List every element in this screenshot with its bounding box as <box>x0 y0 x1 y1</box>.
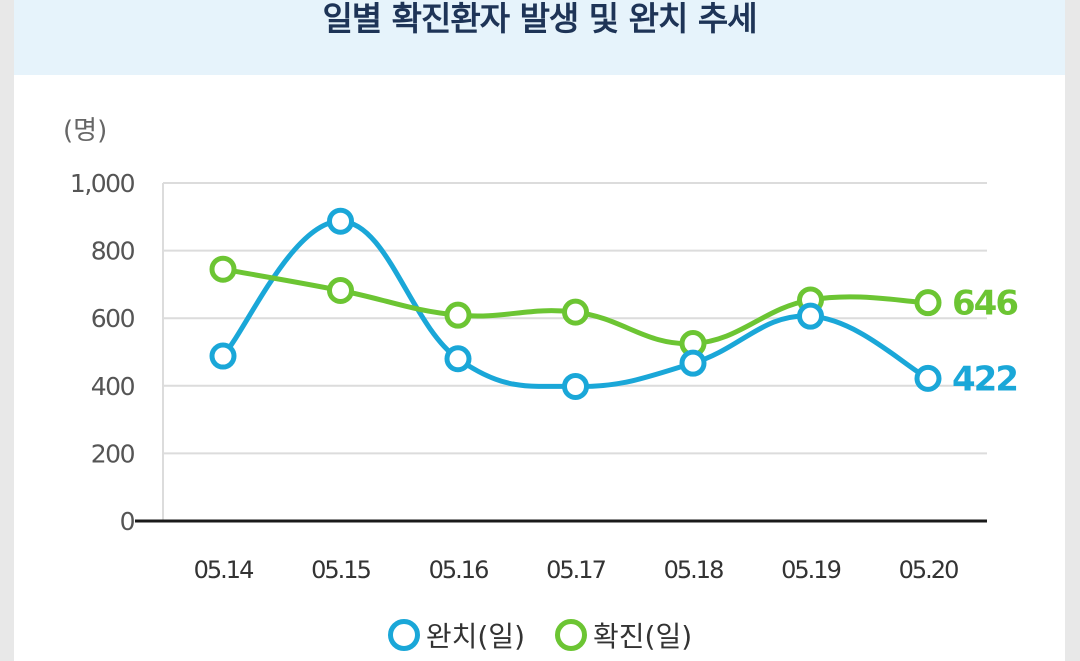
data-point-recovered[interactable] <box>209 342 237 370</box>
legend-item-confirmed[interactable]: 확진(일) <box>555 615 692 655</box>
data-point-confirmed[interactable] <box>327 276 354 304</box>
data-point-recovered[interactable] <box>914 364 942 392</box>
data-point-confirmed[interactable] <box>562 298 589 326</box>
chart-header: 일별 확진환자 발생 및 완치 추세 <box>14 0 1065 75</box>
legend-label-confirmed: 확진(일) <box>593 620 693 653</box>
data-point-recovered[interactable] <box>562 372 589 400</box>
data-point-recovered[interactable] <box>797 302 824 330</box>
data-point-recovered[interactable] <box>679 349 707 377</box>
data-points <box>209 207 942 400</box>
x-tick-label: 05.16 <box>429 556 488 584</box>
legend-swatch-confirmed <box>555 619 587 651</box>
chart-legend: 완치(일) 확진(일) <box>0 612 1080 658</box>
end-label-recovered: 422 <box>952 359 1017 399</box>
x-tick-label: 05.14 <box>194 556 253 584</box>
data-point-confirmed[interactable] <box>914 289 942 317</box>
y-tick-label: 1,000 <box>70 169 135 198</box>
y-axis-unit-label: (명) <box>63 116 108 146</box>
chart-card: 일별 확진환자 발생 및 완치 추세 <box>14 0 1065 661</box>
axes <box>135 183 987 523</box>
legend-item-recovered[interactable]: 완치(일) <box>387 615 525 655</box>
legend-label-recovered: 완치(일) <box>425 620 525 653</box>
chart-title: 일별 확진환자 발생 및 완치 추세 <box>322 0 757 38</box>
end-labels: 422 646 <box>952 284 1019 400</box>
x-tick-label: 05.15 <box>311 556 370 584</box>
x-tick-label: 05.17 <box>546 556 605 584</box>
x-tick-label: 05.19 <box>781 556 840 584</box>
tick-labels: 0 200 400 600 800 1,000 05.14 05.15 05.16 05.17 05… <box>70 169 960 584</box>
y-tick-label: 400 <box>91 372 135 401</box>
end-label-confirmed: 646 <box>952 284 1017 324</box>
y-tick-label: 200 <box>91 439 135 468</box>
data-point-confirmed[interactable] <box>209 255 237 283</box>
x-tick-label: 05.18 <box>664 556 723 584</box>
data-point-recovered[interactable] <box>327 207 354 235</box>
y-tick-label: 600 <box>91 304 135 333</box>
data-point-confirmed[interactable] <box>444 301 472 329</box>
legend-swatch-recovered <box>387 619 420 651</box>
y-tick-label: 0 <box>120 507 135 536</box>
data-point-recovered[interactable] <box>444 345 472 373</box>
y-tick-label: 800 <box>91 237 135 266</box>
x-tick-label: 05.20 <box>899 556 958 584</box>
